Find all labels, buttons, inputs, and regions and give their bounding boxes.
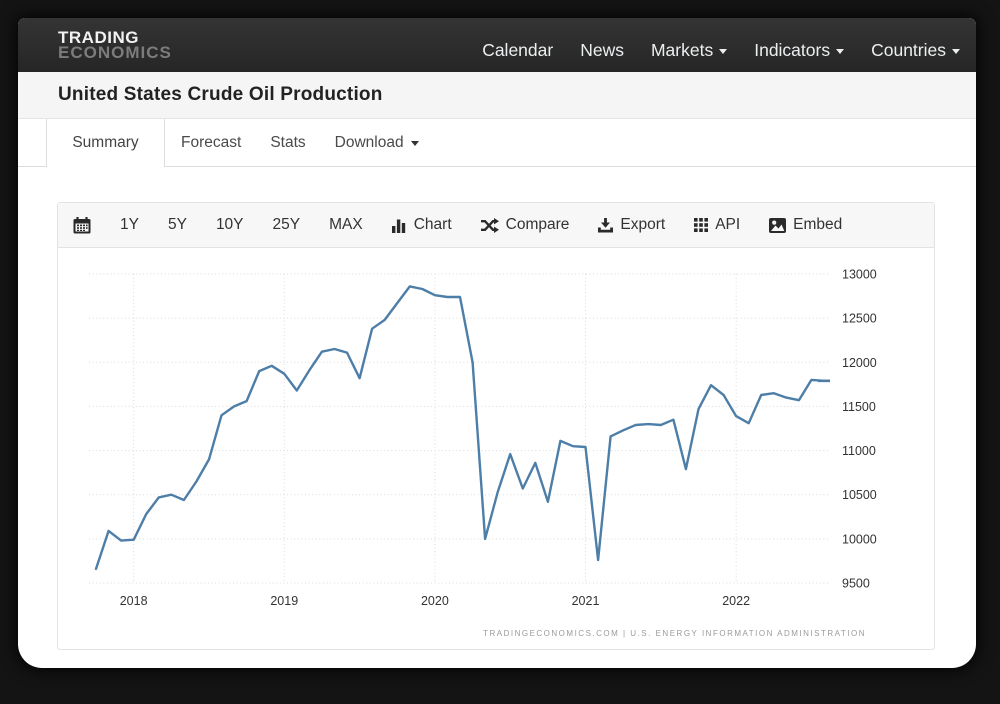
tab-forecast[interactable]: Forecast (181, 133, 242, 151)
page-title: United States Crude Oil Production (58, 84, 383, 105)
embed-icon (769, 217, 787, 233)
embed-button[interactable]: Embed (769, 216, 842, 234)
tab-summary[interactable]: Summary (46, 119, 165, 167)
x-axis-label: 2019 (270, 594, 298, 608)
export-icon (598, 217, 614, 233)
chart-button[interactable]: Chart (391, 216, 452, 234)
trading-economics-logo[interactable]: TRADING ECONOMICS (58, 29, 172, 61)
caret-down-icon (410, 141, 419, 146)
y-axis-label: 11500 (842, 400, 876, 414)
caret-down-icon (836, 48, 845, 54)
range-button-max[interactable]: MAX (329, 216, 363, 233)
nav-item-news[interactable]: News (580, 39, 624, 60)
main-navigation: Calendar News Markets Indicators Countries (482, 30, 960, 61)
chart-region: 9500 10000 10500 11000 11500 12000 12500 13000 2… (58, 248, 934, 650)
y-axis-label: 12000 (842, 356, 877, 370)
logo-line-trading: TRADING (58, 28, 139, 47)
y-axis-label: 12500 (842, 312, 877, 326)
y-axis-label: 10500 (842, 488, 877, 502)
compare-icon (480, 217, 499, 233)
tab-download[interactable]: Download (335, 134, 419, 152)
compare-button[interactable]: Compare (480, 216, 569, 234)
range-button-1y[interactable]: 1Y (120, 216, 139, 233)
api-button[interactable]: API (694, 216, 740, 234)
tab-stats[interactable]: Stats (270, 133, 306, 151)
bar-chart-icon (391, 218, 407, 233)
chart-toolbar: 1Y 5Y 10Y 25Y MAX Chart Compare Export API Embed (58, 203, 934, 248)
nav-item-calendar[interactable]: Calendar (482, 39, 554, 60)
y-axis-label: 10000 (842, 532, 877, 546)
range-button-5y[interactable]: 5Y (167, 216, 187, 233)
export-button[interactable]: Export (598, 216, 665, 234)
top-navbar: TRADING ECONOMICS Calendar News Markets Ind… (18, 18, 976, 72)
logo-line-economics: ECONOMICS (58, 43, 172, 62)
range-button-25y[interactable]: 25Y (272, 216, 301, 233)
production-series-line (94, 285, 826, 571)
y-axis-label: 9500 (842, 577, 870, 591)
x-axis-label: 2020 (421, 594, 449, 608)
browser-page: TRADING ECONOMICS Calendar News Markets Ind… (18, 18, 976, 668)
production-line-chart[interactable]: 9500 10000 10500 11000 11500 12000 12500 13000 2… (58, 248, 936, 650)
tab-bar: Summary Forecast Stats Download (18, 119, 976, 167)
title-band: United States Crude Oil Production (18, 72, 976, 119)
nav-item-markets[interactable]: Markets (651, 40, 728, 61)
nav-item-countries[interactable]: Countries (871, 40, 960, 61)
caret-down-icon (952, 48, 960, 54)
range-button-10y[interactable]: 10Y (215, 216, 244, 233)
source-attribution: TRADINGECONOMICS.COM | U.S. ENERGY INFOR… (483, 629, 866, 638)
caret-down-icon (719, 48, 728, 54)
nav-item-indicators[interactable]: Indicators (754, 40, 845, 61)
y-axis-label: 13000 (842, 268, 877, 282)
api-icon (694, 218, 709, 232)
calendar-icon (73, 216, 91, 234)
x-axis-label: 2018 (120, 594, 148, 608)
y-axis-label: 11000 (842, 444, 876, 458)
date-range-calendar-button[interactable] (73, 216, 91, 234)
x-axis-label: 2022 (722, 594, 750, 608)
x-axis-label: 2021 (572, 594, 600, 608)
chart-panel: 1Y 5Y 10Y 25Y MAX Chart Compare Export API Embed … (57, 202, 935, 650)
